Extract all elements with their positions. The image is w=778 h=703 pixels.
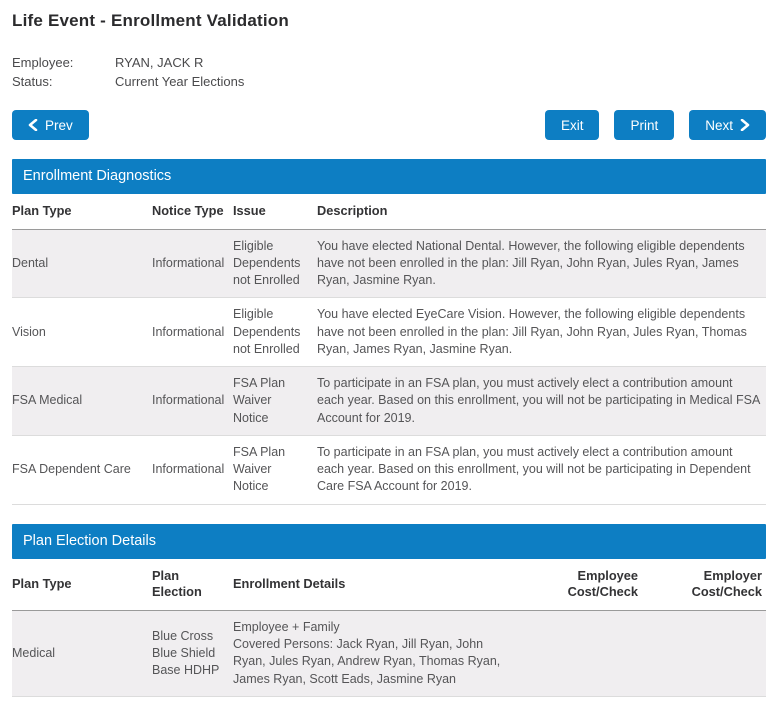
issue-cell: FSA Plan Waiver Notice [233,444,286,494]
description-cell: To participate in an FSA plan, you must … [317,376,760,425]
plan-election-details-header: Plan Election Details [12,523,766,559]
notice-type-cell: Informational [152,255,225,270]
employee-label: Employee: [12,55,74,70]
enrollment-details-cell: Employee + Family [233,696,513,703]
notice-type-cell: Informational [152,462,225,477]
issue-cell: Eligible Dependents not Enrolled [233,238,301,288]
employee-meta: Employee: RYAN, JACK R Status: Current Y… [12,53,766,91]
table-row: FSA Medical Informational FSA Plan Waive… [12,366,766,436]
coverage-tier: Employee + Family [233,619,340,634]
plan-election-cell: HSA Bank [152,696,233,703]
status-row: Status: Current Year Elections [12,72,766,91]
enrollment-validation-page: Life Event - Enrollment Validation Emplo… [0,11,778,703]
chevron-left-icon [28,119,38,131]
notice-type-cell: Informational [152,324,225,339]
print-button[interactable]: Print [614,110,675,140]
plan-election-cell: Blue Cross Blue Shield Base HDHP [152,628,220,678]
enrollment-diagnostics-table: Plan Type Notice Type Issue Description … [12,194,766,505]
plan-type-cell: Dental [12,255,49,270]
chevron-right-icon [740,119,750,131]
column-header-plan-type: Plan Type [12,558,152,611]
enrollment-diagnostics-section: Enrollment Diagnostics Plan Type Notice … [12,159,766,505]
issue-cell: Eligible Dependents not Enrolled [233,307,301,356]
table-row: Vision Informational Eligible Dependents… [12,298,766,367]
prev-button[interactable]: Prev [12,110,89,140]
employer-cost-cell: (varies) [648,696,766,703]
status-label: Status: [12,74,53,89]
employee-row: Employee: RYAN, JACK R [12,53,766,72]
covered-persons: Covered Persons: Jack Ryan, Jill Ryan, J… [233,637,501,686]
employee-value: RYAN, JACK R [115,55,204,70]
plan-type-cell: FSA Medical [12,393,83,408]
print-button-label: Print [630,117,659,133]
plan-type-cell: Vision [12,324,46,339]
column-header-description: Description [317,194,766,230]
column-header-employer-cost: Employer Cost/Check [648,558,766,611]
plan-type-cell: FSA Dependent Care [12,462,131,477]
exit-button[interactable]: Exit [544,110,600,140]
page-title: Life Event - Enrollment Validation [12,11,289,30]
notice-type-cell: Informational [152,393,225,408]
plan-type-cell: Medical [12,645,56,660]
table-row: FSA Dependent Care Informational FSA Pla… [12,435,766,505]
toolbar: Prev Exit Print Next [12,110,766,140]
table-row: Dental Informational Eligible Dependents… [12,229,766,298]
employee-cost-cell [513,696,648,703]
description-cell: You have elected EyeCare Vision. However… [317,307,747,356]
plan-election-details-section: Plan Election Details Plan Type Plan Ele… [12,523,766,703]
enrollment-details-cell: Employee + Family Covered Persons: Jack … [233,610,513,696]
diagnostics-header-row: Plan Type Notice Type Issue Description [12,194,766,230]
table-row: Medical Blue Cross Blue Shield Base HDHP… [12,610,766,697]
column-header-enrollment-details: Enrollment Details [233,558,513,611]
description-cell: To participate in an FSA plan, you must … [317,444,751,494]
employee-cost-cell [513,610,648,696]
column-header-notice-type: Notice Type [152,194,233,230]
next-button[interactable]: Next [689,110,766,140]
status-value: Current Year Elections [115,74,245,89]
column-header-issue: Issue [233,194,317,230]
next-button-label: Next [705,117,733,133]
prev-button-label: Prev [45,117,73,133]
column-header-plan-election: Plan Election [152,558,233,611]
employer-cost-cell [648,610,766,696]
enrollment-diagnostics-header: Enrollment Diagnostics [12,159,766,194]
table-row: HSA HSA Bank Employee + Family (varies) [12,696,766,703]
exit-button-label: Exit [560,117,584,133]
plan-elections-header-row: Plan Type Plan Election Enrollment Detai… [12,558,766,611]
plan-type-cell: HSA [12,696,152,703]
plan-election-details-table: Plan Type Plan Election Enrollment Detai… [12,558,766,703]
column-header-employee-cost: Employee Cost/Check [513,558,648,611]
column-header-plan-type: Plan Type [12,194,152,230]
issue-cell: FSA Plan Waiver Notice [233,376,286,425]
description-cell: You have elected National Dental. Howeve… [317,238,745,288]
